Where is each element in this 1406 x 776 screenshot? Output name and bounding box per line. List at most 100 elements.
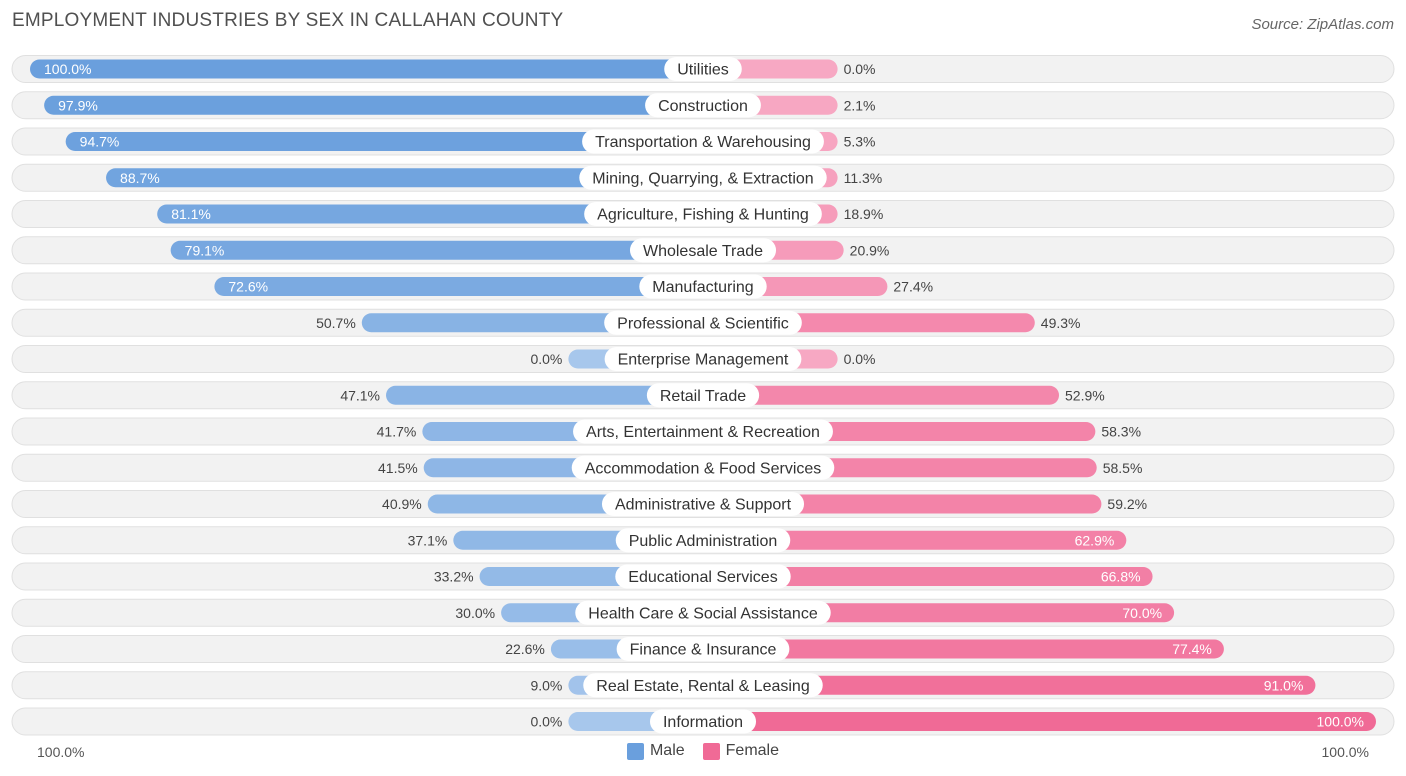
male-bar-utilities (30, 59, 703, 79)
male-value-educational-services: 33.2% (434, 569, 474, 585)
legend-swatch-female (702, 742, 720, 760)
category-pill-agriculture-fishing-hunting (584, 202, 822, 226)
female-value-administrative-support: 59.2% (1107, 496, 1147, 512)
male-value-utilities: 100.0% (44, 61, 91, 77)
category-label-transportation-warehousing: Transportation & Warehousing (595, 134, 811, 151)
male-bar-wholesale-trade (170, 240, 704, 260)
female-value-finance-insurance: 77.4% (1172, 641, 1212, 657)
male-value-information: 0.0% (530, 714, 562, 730)
category-label-mining-quarrying-extraction: Mining, Quarrying, & Extraction (592, 170, 813, 187)
category-label-wholesale-trade: Wholesale Trade (643, 243, 763, 260)
category-pill-enterprise-management (604, 347, 802, 371)
female-value-agriculture-fishing-hunting: 18.9% (844, 206, 884, 222)
axis-label-right: 100.0% (1321, 744, 1369, 760)
male-value-real-estate-rental-leasing: 9.0% (530, 677, 562, 693)
male-bar-agriculture-fishing-hunting (157, 204, 703, 224)
male-value-enterprise-management: 0.0% (530, 351, 562, 367)
female-value-utilities: 0.0% (844, 61, 876, 77)
category-pill-utilities (664, 57, 742, 81)
category-label-enterprise-management: Enterprise Management (618, 352, 789, 369)
female-bar-public-administration (703, 530, 1127, 550)
female-bar-information (703, 712, 1376, 731)
female-value-professional-scientific: 49.3% (1041, 315, 1081, 331)
legend: Male Female (0, 742, 1406, 760)
male-value-professional-scientific: 50.7% (316, 315, 356, 331)
category-pill-professional-scientific (604, 310, 802, 335)
male-value-manufacturing: 72.6% (228, 279, 268, 295)
category-pill-manufacturing (639, 274, 767, 299)
category-pill-arts-entertainment-recreation (573, 419, 833, 444)
legend-item-male: Male (626, 742, 685, 760)
male-value-mining-quarrying-extraction: 88.7% (120, 170, 160, 186)
female-value-health-care-social-assistance: 70.0% (1122, 605, 1162, 621)
category-label-retail-trade: Retail Trade (660, 388, 746, 405)
female-value-real-estate-rental-leasing: 91.0% (1264, 677, 1304, 693)
category-label-information: Information (663, 714, 743, 731)
category-label-accommodation-food-services: Accommodation & Food Services (585, 460, 822, 477)
male-value-administrative-support: 40.9% (382, 496, 422, 512)
female-bar-real-estate-rental-leasing (703, 675, 1316, 695)
legend-label-male: Male (649, 742, 685, 759)
male-value-arts-entertainment-recreation: 41.7% (377, 424, 417, 440)
category-label-agriculture-fishing-hunting: Agriculture, Fishing & Hunting (597, 207, 809, 224)
male-bar-retail-trade (386, 385, 703, 405)
diverging-bar-chart: Utilities 100.0% 0.0% Construction 97.9% 2.1%… (11, 55, 1395, 736)
male-bar-construction (44, 95, 704, 115)
category-label-educational-services: Educational Services (628, 569, 777, 586)
female-value-transportation-warehousing: 5.3% (844, 134, 876, 150)
category-pill-health-care-social-assistance (575, 600, 831, 625)
male-bar-transportation-warehousing (65, 132, 703, 151)
male-value-health-care-social-assistance: 30.0% (455, 605, 495, 621)
category-label-professional-scientific: Professional & Scientific (617, 315, 789, 332)
category-pill-real-estate-rental-leasing (583, 673, 823, 698)
male-value-accommodation-food-services: 41.5% (378, 460, 418, 476)
source-note: Source: ZipAtlas.com (1251, 16, 1394, 33)
male-value-finance-insurance: 22.6% (505, 641, 545, 657)
category-pill-educational-services (615, 564, 791, 589)
category-label-utilities: Utilities (677, 62, 729, 79)
category-pill-transportation-warehousing (582, 129, 824, 154)
male-bar-manufacturing (214, 277, 704, 296)
category-pill-accommodation-food-services (571, 455, 835, 480)
category-label-arts-entertainment-recreation: Arts, Entertainment & Recreation (586, 424, 820, 441)
female-value-public-administration: 62.9% (1075, 532, 1115, 548)
chart-title: EMPLOYMENT INDUSTRIES BY SEX IN CALLAHAN… (12, 10, 564, 31)
female-value-wholesale-trade: 20.9% (850, 242, 890, 258)
legend-swatch-male (626, 742, 644, 760)
category-pill-construction (645, 93, 761, 118)
legend-item-female: Female (702, 742, 780, 760)
female-value-mining-quarrying-extraction: 11.3% (844, 170, 883, 186)
legend-label-female: Female (725, 742, 780, 759)
male-value-construction: 97.9% (58, 97, 98, 113)
female-value-arts-entertainment-recreation: 58.3% (1101, 424, 1141, 440)
male-value-agriculture-fishing-hunting: 81.1% (171, 206, 211, 222)
female-value-enterprise-management: 0.0% (844, 351, 876, 367)
female-value-construction: 2.1% (844, 97, 876, 113)
category-pill-information (649, 709, 757, 734)
female-value-information: 100.0% (1317, 714, 1364, 730)
category-label-administrative-support: Administrative & Support (615, 497, 792, 514)
axis-label-left: 100.0% (37, 744, 85, 760)
category-label-public-administration: Public Administration (629, 533, 778, 550)
female-value-retail-trade: 52.9% (1065, 387, 1105, 403)
category-label-real-estate-rental-leasing: Real Estate, Rental & Leasing (596, 678, 809, 695)
category-pill-mining-quarrying-extraction (579, 165, 827, 190)
male-bar-mining-quarrying-extraction (106, 168, 703, 188)
male-value-wholesale-trade: 79.1% (185, 242, 225, 258)
category-pill-finance-insurance (616, 637, 790, 661)
category-label-construction: Construction (658, 98, 748, 115)
male-value-public-administration: 37.1% (408, 532, 448, 548)
category-pill-public-administration (615, 528, 791, 553)
male-value-retail-trade: 47.1% (340, 387, 380, 403)
female-bar-finance-insurance (703, 639, 1224, 659)
category-pill-retail-trade (646, 383, 760, 408)
female-bar-educational-services (703, 567, 1153, 586)
category-label-finance-insurance: Finance & Insurance (630, 642, 777, 659)
female-value-manufacturing: 27.4% (893, 279, 933, 295)
category-label-manufacturing: Manufacturing (652, 279, 753, 296)
category-pill-wholesale-trade (629, 238, 777, 263)
female-bar-retail-trade (703, 385, 1060, 405)
category-pill-administrative-support (601, 492, 805, 516)
male-value-transportation-warehousing: 94.7% (80, 134, 120, 150)
female-value-educational-services: 66.8% (1101, 569, 1141, 585)
